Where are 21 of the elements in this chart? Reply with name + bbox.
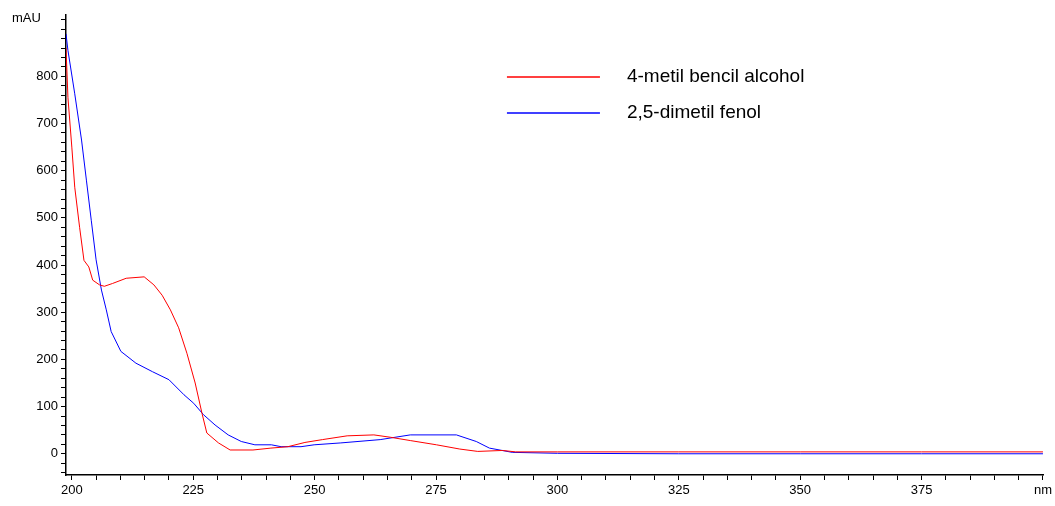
- x-tick-label: 350: [789, 482, 812, 498]
- legend-label: 4-metil bencil alcohol: [626, 65, 805, 87]
- y-tick-label: 100: [36, 398, 58, 414]
- x-tick-label: 225: [182, 482, 205, 498]
- x-tick-label: 375: [910, 482, 933, 498]
- y-tick-label: 600: [36, 162, 58, 178]
- x-tick-label: 275: [425, 482, 447, 498]
- y-tick-label: 500: [36, 209, 58, 225]
- x-tick-label: 325: [667, 482, 690, 498]
- x-tick-label: nm: [1033, 482, 1052, 498]
- y-tick-label: 700: [36, 115, 58, 131]
- y-tick-label: 200: [36, 350, 58, 366]
- y-axis-title: mAU: [12, 10, 41, 26]
- x-tick-label: 200: [60, 482, 83, 498]
- y-tick-label: 0: [50, 445, 58, 461]
- y-tick-label: 800: [36, 67, 58, 83]
- y-tick-label: 400: [36, 256, 58, 272]
- y-tick-label: 300: [36, 303, 58, 319]
- x-tick-label: 250: [303, 482, 326, 498]
- legend-label: 2,5-dimetil fenol: [626, 101, 762, 123]
- x-tick-label: 300: [546, 482, 569, 498]
